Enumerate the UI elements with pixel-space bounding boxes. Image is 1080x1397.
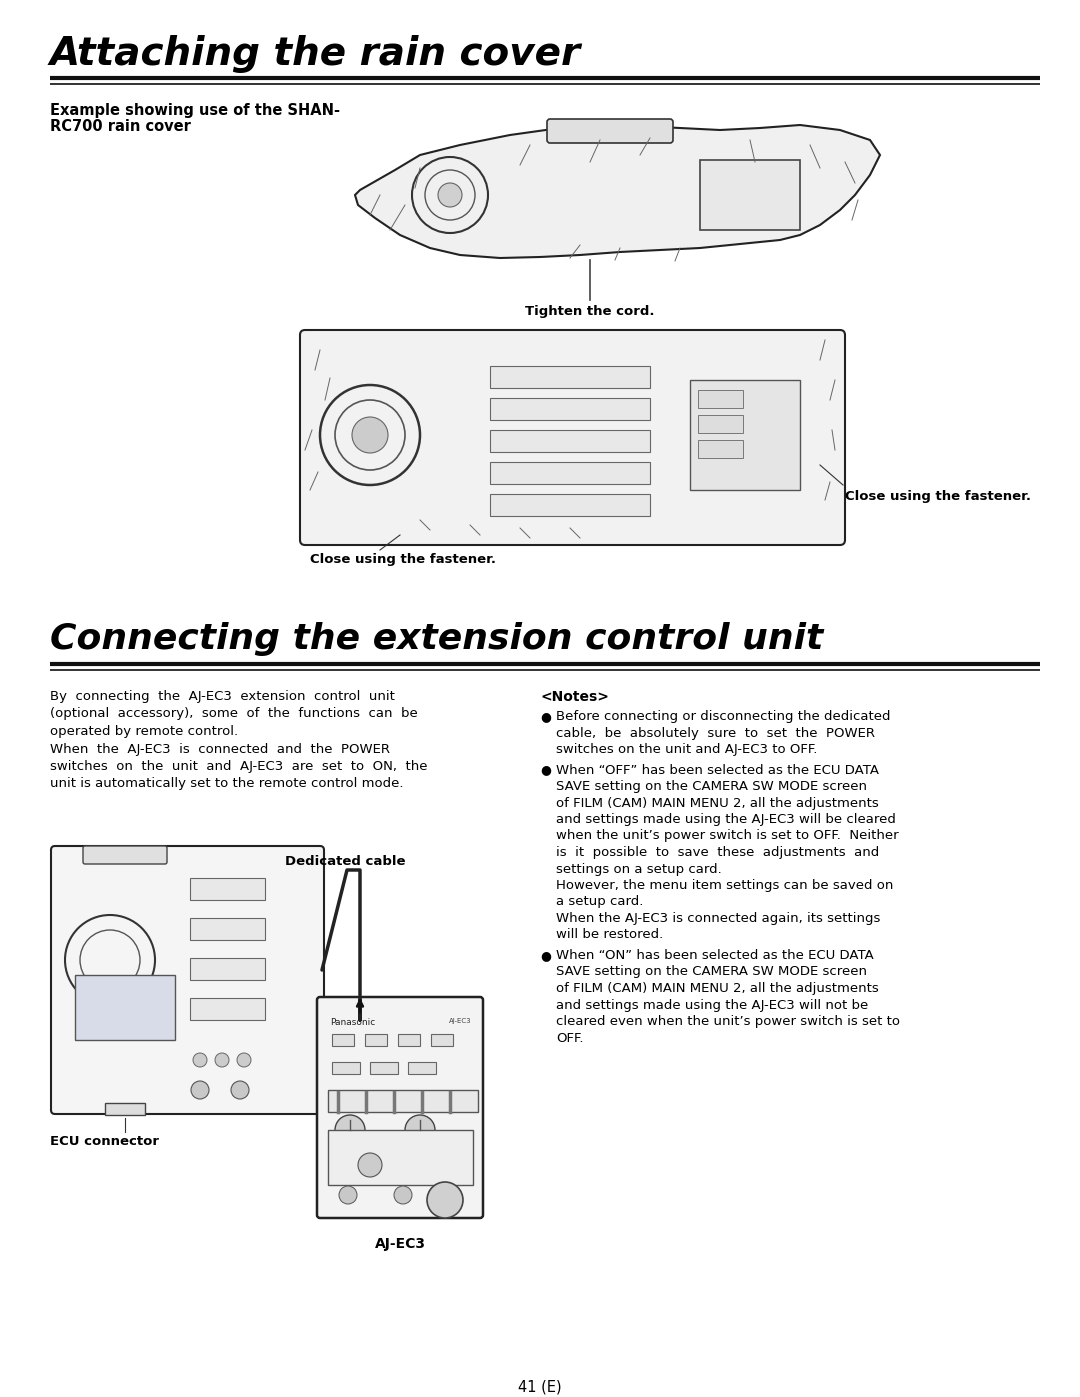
Bar	[399, 1034, 420, 1046]
Bar	[698, 390, 743, 408]
Text: ●: ●	[540, 710, 551, 724]
Text: and settings made using the AJ-EC3 will not be: and settings made using the AJ-EC3 will …	[556, 999, 868, 1011]
Bar	[365, 1034, 387, 1046]
Circle shape	[405, 1115, 435, 1146]
Text: when the unit’s power switch is set to OFF.  Neither: when the unit’s power switch is set to O…	[556, 830, 899, 842]
Text: will be restored.: will be restored.	[556, 929, 663, 942]
Text: and settings made using the AJ-EC3 will be cleared: and settings made using the AJ-EC3 will …	[556, 813, 896, 826]
Bar	[490, 366, 650, 388]
Text: Connecting the extension control unit: Connecting the extension control unit	[50, 622, 823, 657]
Text: cable,  be  absolutely  sure  to  set  the  POWER: cable, be absolutely sure to set the POW…	[556, 726, 875, 739]
Text: By  connecting  the  AJ-EC3  extension  control  unit: By connecting the AJ-EC3 extension contr…	[50, 690, 395, 703]
Text: When  the  AJ-EC3  is  connected  and  the  POWER: When the AJ-EC3 is connected and the POW…	[50, 742, 390, 756]
Circle shape	[394, 1186, 411, 1204]
Text: cleared even when the unit’s power switch is set to: cleared even when the unit’s power switc…	[556, 1016, 900, 1028]
Circle shape	[438, 183, 462, 207]
Text: Attaching the rain cover: Attaching the rain cover	[50, 35, 581, 73]
Bar	[490, 398, 650, 420]
Circle shape	[357, 1153, 382, 1178]
Text: unit is automatically set to the remote control mode.: unit is automatically set to the remote …	[50, 778, 404, 791]
Text: ●: ●	[540, 764, 551, 777]
Bar	[75, 975, 175, 1039]
Text: AJ-EC3: AJ-EC3	[449, 1018, 472, 1024]
FancyBboxPatch shape	[83, 847, 167, 863]
FancyBboxPatch shape	[51, 847, 324, 1113]
Bar	[698, 440, 743, 458]
Text: switches  on  the  unit  and  AJ-EC3  are  set  to  ON,  the: switches on the unit and AJ-EC3 are set …	[50, 760, 428, 773]
Circle shape	[339, 1186, 357, 1204]
Circle shape	[237, 1053, 251, 1067]
Bar	[490, 462, 650, 483]
Text: SAVE setting on the CAMERA SW MODE screen: SAVE setting on the CAMERA SW MODE scree…	[556, 780, 867, 793]
Bar	[328, 1090, 478, 1112]
Text: Close using the fastener.: Close using the fastener.	[845, 490, 1031, 503]
Text: 41 (E): 41 (E)	[518, 1380, 562, 1396]
Bar	[700, 161, 800, 231]
Text: <Notes>: <Notes>	[540, 690, 609, 704]
Text: ECU connector: ECU connector	[50, 1134, 159, 1148]
FancyBboxPatch shape	[300, 330, 845, 545]
FancyBboxPatch shape	[318, 997, 483, 1218]
Text: Panasonic: Panasonic	[330, 1018, 375, 1027]
Bar	[190, 918, 265, 940]
Text: of FILM (CAM) MAIN MENU 2, all the adjustments: of FILM (CAM) MAIN MENU 2, all the adjus…	[556, 796, 879, 809]
Text: Tighten the cord.: Tighten the cord.	[525, 305, 654, 319]
Bar	[328, 1130, 473, 1185]
Text: settings on a setup card.: settings on a setup card.	[556, 862, 721, 876]
Circle shape	[352, 416, 388, 453]
Bar	[190, 958, 265, 981]
Circle shape	[191, 1081, 210, 1099]
Text: Before connecting or disconnecting the dedicated: Before connecting or disconnecting the d…	[556, 710, 891, 724]
FancyBboxPatch shape	[546, 119, 673, 142]
Bar	[332, 1062, 360, 1074]
Bar	[105, 1104, 145, 1115]
Bar	[408, 1062, 436, 1074]
Text: Example showing use of the SHAN-: Example showing use of the SHAN-	[50, 103, 340, 117]
Bar	[190, 997, 265, 1020]
Text: However, the menu item settings can be saved on: However, the menu item settings can be s…	[556, 879, 893, 893]
Text: OFF.: OFF.	[556, 1031, 583, 1045]
Bar	[370, 1062, 399, 1074]
Text: When the AJ-EC3 is connected again, its settings: When the AJ-EC3 is connected again, its …	[556, 912, 880, 925]
Polygon shape	[355, 124, 880, 258]
Text: RC700 rain cover: RC700 rain cover	[50, 119, 191, 134]
Text: When “OFF” has been selected as the ECU DATA: When “OFF” has been selected as the ECU …	[556, 764, 879, 777]
Circle shape	[231, 1081, 249, 1099]
Bar	[431, 1034, 453, 1046]
Bar	[190, 877, 265, 900]
Text: a setup card.: a setup card.	[556, 895, 644, 908]
Text: of FILM (CAM) MAIN MENU 2, all the adjustments: of FILM (CAM) MAIN MENU 2, all the adjus…	[556, 982, 879, 995]
Text: ●: ●	[540, 949, 551, 963]
Text: (optional  accessory),  some  of  the  functions  can  be: (optional accessory), some of the functi…	[50, 707, 418, 721]
Bar	[332, 1034, 354, 1046]
Circle shape	[193, 1053, 207, 1067]
Text: Dedicated cable: Dedicated cable	[285, 855, 405, 868]
Circle shape	[335, 1115, 365, 1146]
Text: operated by remote control.: operated by remote control.	[50, 725, 238, 738]
Circle shape	[427, 1182, 463, 1218]
Text: is  it  possible  to  save  these  adjustments  and: is it possible to save these adjustments…	[556, 847, 879, 859]
Bar	[490, 495, 650, 515]
Text: When “ON” has been selected as the ECU DATA: When “ON” has been selected as the ECU D…	[556, 949, 874, 963]
Text: Close using the fastener.: Close using the fastener.	[310, 553, 496, 566]
Bar	[698, 415, 743, 433]
Text: SAVE setting on the CAMERA SW MODE screen: SAVE setting on the CAMERA SW MODE scree…	[556, 965, 867, 978]
Circle shape	[215, 1053, 229, 1067]
Bar	[690, 380, 800, 490]
Text: AJ-EC3: AJ-EC3	[375, 1236, 426, 1250]
Text: switches on the unit and AJ-EC3 to OFF.: switches on the unit and AJ-EC3 to OFF.	[556, 743, 818, 756]
Bar	[490, 430, 650, 453]
